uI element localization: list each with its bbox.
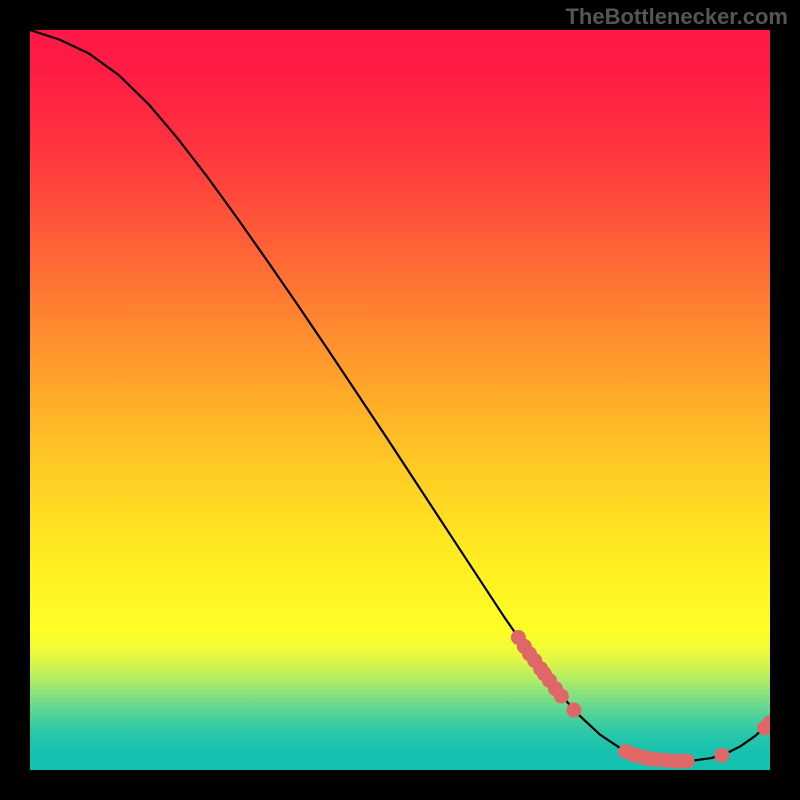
chart-overlay [30, 30, 770, 770]
data-point-marker [554, 689, 569, 704]
bottleneck-curve [30, 30, 770, 761]
plot-area [30, 30, 770, 770]
data-point-marker [680, 754, 695, 769]
chart-canvas: TheBottlenecker.com [0, 0, 800, 800]
data-point-marker [714, 748, 729, 763]
data-point-marker [566, 703, 581, 718]
watermark-text: TheBottlenecker.com [565, 4, 788, 30]
